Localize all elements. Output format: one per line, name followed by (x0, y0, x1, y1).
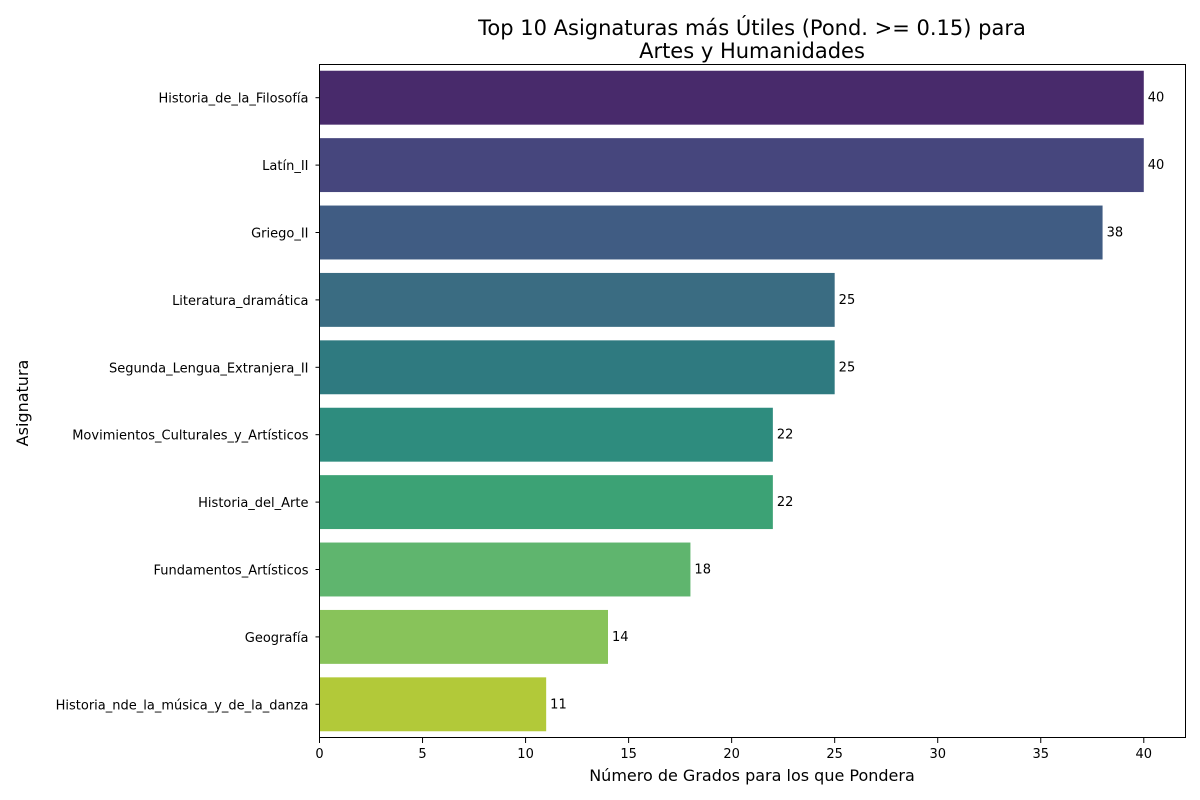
x-tick-label: 15 (620, 747, 637, 762)
y-tick-label: Geografía (245, 631, 309, 646)
bar (319, 205, 1103, 260)
bar (319, 677, 547, 732)
bars-group (319, 70, 1144, 732)
bar (319, 70, 1144, 125)
x-axis-label: Número de Grados para los que Pondera (589, 766, 915, 785)
value-labels: 40 40 38 25 25 22 22 18 14 11 (550, 91, 1164, 713)
bar (319, 340, 835, 395)
y-tick-label: Fundamentos_Artísticos (154, 564, 309, 579)
x-tick-label: 35 (1032, 747, 1049, 762)
value-label: 22 (777, 495, 794, 510)
x-tick-label: 40 (1136, 747, 1153, 762)
bar (319, 542, 691, 597)
value-label: 18 (694, 563, 711, 578)
x-ticks: 0 5 10 15 20 25 30 35 40 (315, 738, 1152, 762)
y-tick-label: Historia_nde_la_música_y_de_la_danza (56, 698, 309, 713)
value-label: 25 (839, 360, 856, 375)
y-tick-labels: Historia_de_la_Filosofía Latín_II Griego_I… (56, 92, 320, 713)
bar (319, 609, 608, 664)
bar (319, 138, 1144, 193)
x-tick-label: 20 (723, 747, 740, 762)
x-tick-label: 5 (418, 747, 426, 762)
value-label: 14 (612, 630, 629, 645)
chart-title-line-2: Artes y Humanidades (639, 39, 865, 63)
x-tick-label: 10 (517, 747, 534, 762)
value-label: 22 (777, 428, 794, 443)
y-tick-label: Segunda_Lengua_Extranjera_II (109, 361, 309, 376)
x-tick-label: 0 (315, 747, 323, 762)
y-tick-label: Griego_II (251, 227, 308, 242)
y-tick-label: Literatura_dramática (172, 294, 308, 309)
value-label: 38 (1107, 226, 1124, 241)
x-tick-label: 30 (929, 747, 946, 762)
value-label: 40 (1148, 158, 1165, 173)
x-tick-label: 25 (826, 747, 843, 762)
bar (319, 272, 835, 327)
value-label: 40 (1148, 91, 1165, 106)
y-tick-label: Historia_del_Arte (198, 496, 308, 511)
chart-title-line-1: Top 10 Asignaturas más Útiles (Pond. >= … (477, 15, 1026, 40)
y-tick-label: Latín_II (262, 159, 308, 174)
bar (319, 407, 773, 462)
bar (319, 475, 773, 530)
value-label: 25 (839, 293, 856, 308)
y-axis-label: Asignatura (13, 360, 32, 447)
y-tick-label: Historia_de_la_Filosofía (158, 92, 308, 107)
y-tick-label: Movimientos_Culturales_y_Artísticos (72, 429, 308, 444)
value-label: 11 (550, 697, 567, 712)
